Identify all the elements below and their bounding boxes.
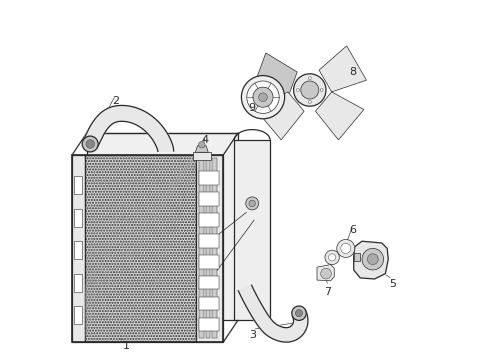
Circle shape xyxy=(320,268,331,279)
Polygon shape xyxy=(87,133,238,320)
Bar xyxy=(199,171,219,185)
Text: 6: 6 xyxy=(349,225,357,235)
Circle shape xyxy=(328,254,336,261)
Polygon shape xyxy=(196,146,208,152)
Circle shape xyxy=(295,310,303,317)
Bar xyxy=(199,213,219,227)
Circle shape xyxy=(294,74,326,106)
Bar xyxy=(199,297,219,310)
Polygon shape xyxy=(319,46,367,92)
Text: 3: 3 xyxy=(249,330,256,340)
Circle shape xyxy=(368,254,378,265)
Bar xyxy=(85,155,196,342)
Bar xyxy=(193,152,211,160)
Polygon shape xyxy=(317,265,334,281)
Circle shape xyxy=(242,76,285,119)
Circle shape xyxy=(86,140,95,148)
Text: 2: 2 xyxy=(112,96,119,106)
Circle shape xyxy=(320,89,323,91)
Text: 9: 9 xyxy=(248,103,256,113)
Bar xyxy=(199,318,219,331)
Bar xyxy=(72,155,85,342)
Bar xyxy=(74,274,82,292)
Circle shape xyxy=(308,77,311,80)
Circle shape xyxy=(301,81,319,99)
Bar xyxy=(199,255,219,269)
Bar xyxy=(74,176,82,194)
Circle shape xyxy=(325,250,339,265)
Polygon shape xyxy=(354,241,388,279)
Bar xyxy=(199,276,219,289)
Circle shape xyxy=(362,248,384,270)
Bar xyxy=(74,209,82,227)
Circle shape xyxy=(245,197,259,210)
Circle shape xyxy=(253,87,273,107)
Text: 1: 1 xyxy=(122,341,130,351)
Bar xyxy=(234,140,270,320)
Polygon shape xyxy=(316,92,364,140)
Bar xyxy=(199,234,219,248)
Text: 4: 4 xyxy=(202,135,209,145)
Bar xyxy=(354,253,360,261)
Bar xyxy=(72,155,223,342)
Bar xyxy=(196,155,223,342)
Circle shape xyxy=(82,136,98,152)
Text: 5: 5 xyxy=(389,279,396,289)
Bar xyxy=(206,158,210,338)
Circle shape xyxy=(247,81,279,113)
Circle shape xyxy=(296,89,299,91)
Polygon shape xyxy=(83,105,174,152)
Bar xyxy=(74,241,82,259)
Circle shape xyxy=(308,100,311,103)
Bar xyxy=(199,192,219,206)
Circle shape xyxy=(198,141,205,148)
Bar xyxy=(212,158,217,338)
Text: 8: 8 xyxy=(349,67,357,77)
Text: 7: 7 xyxy=(324,287,331,297)
Circle shape xyxy=(259,93,268,102)
Circle shape xyxy=(337,239,355,257)
Polygon shape xyxy=(252,53,297,96)
Circle shape xyxy=(249,200,255,207)
Polygon shape xyxy=(256,92,304,140)
Bar xyxy=(74,306,82,324)
Circle shape xyxy=(292,306,306,320)
Circle shape xyxy=(341,243,351,253)
Polygon shape xyxy=(238,285,308,342)
Bar xyxy=(199,158,204,338)
